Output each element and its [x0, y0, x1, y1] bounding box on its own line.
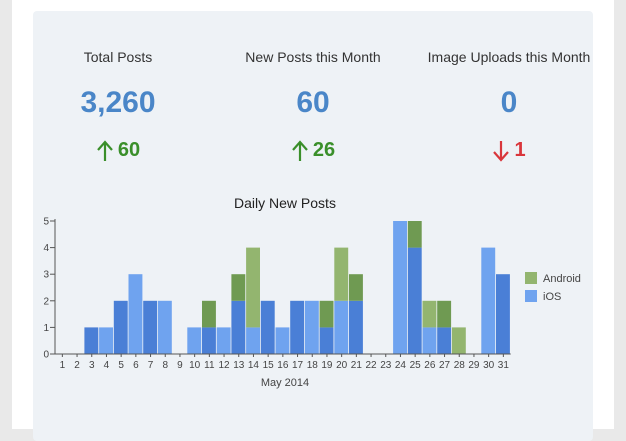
legend-swatch-ios	[525, 290, 537, 302]
bar-ios-11	[202, 327, 216, 354]
x-tick-label: 3	[89, 360, 95, 371]
x-tick-label: 25	[410, 360, 422, 371]
stats-card: Total Posts 3,260 60 New Posts this Mont…	[33, 11, 593, 441]
daily-posts-chart: Daily New Posts May 2014 1 2 3 4 5 6 7 8 9 10 11 12…	[43, 195, 581, 389]
arrow-up-icon	[97, 140, 113, 161]
y-tick-label: 0	[43, 350, 49, 361]
x-tick-label: 14	[248, 360, 260, 371]
x-tick-label: 28	[454, 360, 466, 371]
x-tick-label: 11	[204, 360, 215, 371]
stat-label: New Posts this Month	[245, 49, 381, 65]
bar-ios-5	[113, 300, 128, 354]
x-tick-label: 1	[60, 360, 66, 371]
stat-value: 0	[500, 86, 518, 119]
bar-android-20	[334, 247, 349, 301]
bar-ios-15	[260, 300, 275, 354]
x-tick-label: 4	[104, 360, 110, 371]
bar-android-19	[319, 300, 334, 328]
bar-ios-21	[349, 300, 363, 354]
y-tick-label: 3	[43, 270, 49, 281]
x-tick-label: 12	[218, 360, 230, 371]
x-tick-label: 21	[351, 360, 363, 371]
bar-ios-14	[246, 327, 260, 354]
stat-value: 3,260	[80, 86, 156, 119]
x-tick-label: 10	[189, 360, 201, 371]
x-tick-label: 16	[277, 360, 289, 371]
stat-change-value: 1	[514, 139, 526, 161]
stat-change-value: 60	[117, 139, 141, 161]
x-tick-label: 8	[162, 360, 168, 371]
bar-android-28	[451, 327, 466, 354]
legend-label-android: Android	[543, 273, 581, 285]
y-tick-label: 5	[43, 217, 49, 228]
stat-change: 26	[213, 139, 413, 162]
x-tick-label: 2	[74, 360, 80, 371]
bar-ios-20	[334, 300, 349, 354]
bar-ios-6	[128, 274, 143, 354]
bar-android-14	[246, 247, 260, 328]
bar-ios-3	[84, 327, 99, 354]
y-tick-label: 2	[43, 296, 49, 307]
x-tick-label: 5	[118, 360, 124, 371]
x-tick-label: 27	[439, 360, 451, 371]
x-tick-label: 26	[424, 360, 436, 371]
bar-ios-24	[393, 221, 407, 354]
x-tick-label: 29	[468, 360, 480, 371]
bar-ios-7	[143, 300, 158, 354]
x-tick-label: 17	[292, 360, 304, 371]
x-tick-label: 22	[365, 360, 377, 371]
bar-ios-31	[496, 274, 510, 354]
stat-label: Total Posts	[83, 49, 153, 65]
x-tick-label: 6	[133, 360, 139, 371]
x-tick-label: 23	[380, 360, 392, 371]
bar-ios-8	[157, 300, 172, 354]
x-tick-label: 9	[177, 360, 183, 371]
y-tick-label: 1	[43, 323, 49, 334]
bar-ios-27	[437, 327, 452, 354]
x-tick-label: 19	[321, 360, 333, 371]
arrow-down-icon	[493, 140, 510, 162]
x-tick-label: 20	[336, 360, 348, 371]
y-tick-label: 4	[43, 243, 49, 254]
stat-value: 60	[296, 86, 330, 119]
bar-ios-16	[275, 327, 290, 354]
legend-label-ios: iOS	[543, 291, 561, 303]
axes-group: 1 2 3 4 5 6 7 8 9 10 11 12 13 14 15 16 17 18 19 20 21 22 23 24 2…	[43, 217, 511, 371]
bar-android-11	[202, 300, 216, 328]
bar-android-27	[437, 300, 452, 328]
bar-ios-12	[216, 327, 231, 354]
stat-change-value: 26	[312, 139, 336, 161]
x-tick-label: 24	[395, 360, 407, 371]
bar-ios-26	[422, 327, 437, 354]
bar-ios-30	[481, 247, 496, 354]
chart-title: Daily New Posts	[234, 195, 336, 211]
bar-android-13	[231, 274, 246, 301]
arrow-up-icon	[292, 140, 308, 161]
chart-svg: Daily New Posts May 2014 1 2 3 4 5 6 7 8 9 10 11 12…	[43, 195, 581, 389]
legend: Android iOS	[525, 272, 581, 303]
bar-android-25	[407, 221, 422, 248]
bar-android-21	[349, 274, 363, 301]
x-tick-label: 18	[307, 360, 319, 371]
x-axis-label: May 2014	[261, 377, 309, 389]
x-tick-label: 7	[148, 360, 154, 371]
bar-ios-4	[99, 327, 113, 354]
bar-android-26	[422, 300, 437, 328]
x-tick-label: 15	[263, 360, 275, 371]
bar-ios-18	[304, 300, 319, 354]
bars-group	[84, 221, 510, 354]
bar-ios-25	[407, 247, 422, 354]
x-tick-label: 13	[233, 360, 245, 371]
x-tick-label: 30	[483, 360, 495, 371]
stat-change: 60	[18, 139, 218, 162]
stat-label: Image Uploads this Month	[427, 49, 591, 65]
bar-ios-17	[290, 300, 305, 354]
bar-ios-10	[187, 327, 202, 354]
x-tick-label: 31	[498, 360, 510, 371]
stat-change: 1	[409, 139, 609, 162]
bar-ios-19	[319, 327, 334, 354]
legend-swatch-android	[525, 272, 537, 284]
bar-ios-13	[231, 300, 246, 354]
